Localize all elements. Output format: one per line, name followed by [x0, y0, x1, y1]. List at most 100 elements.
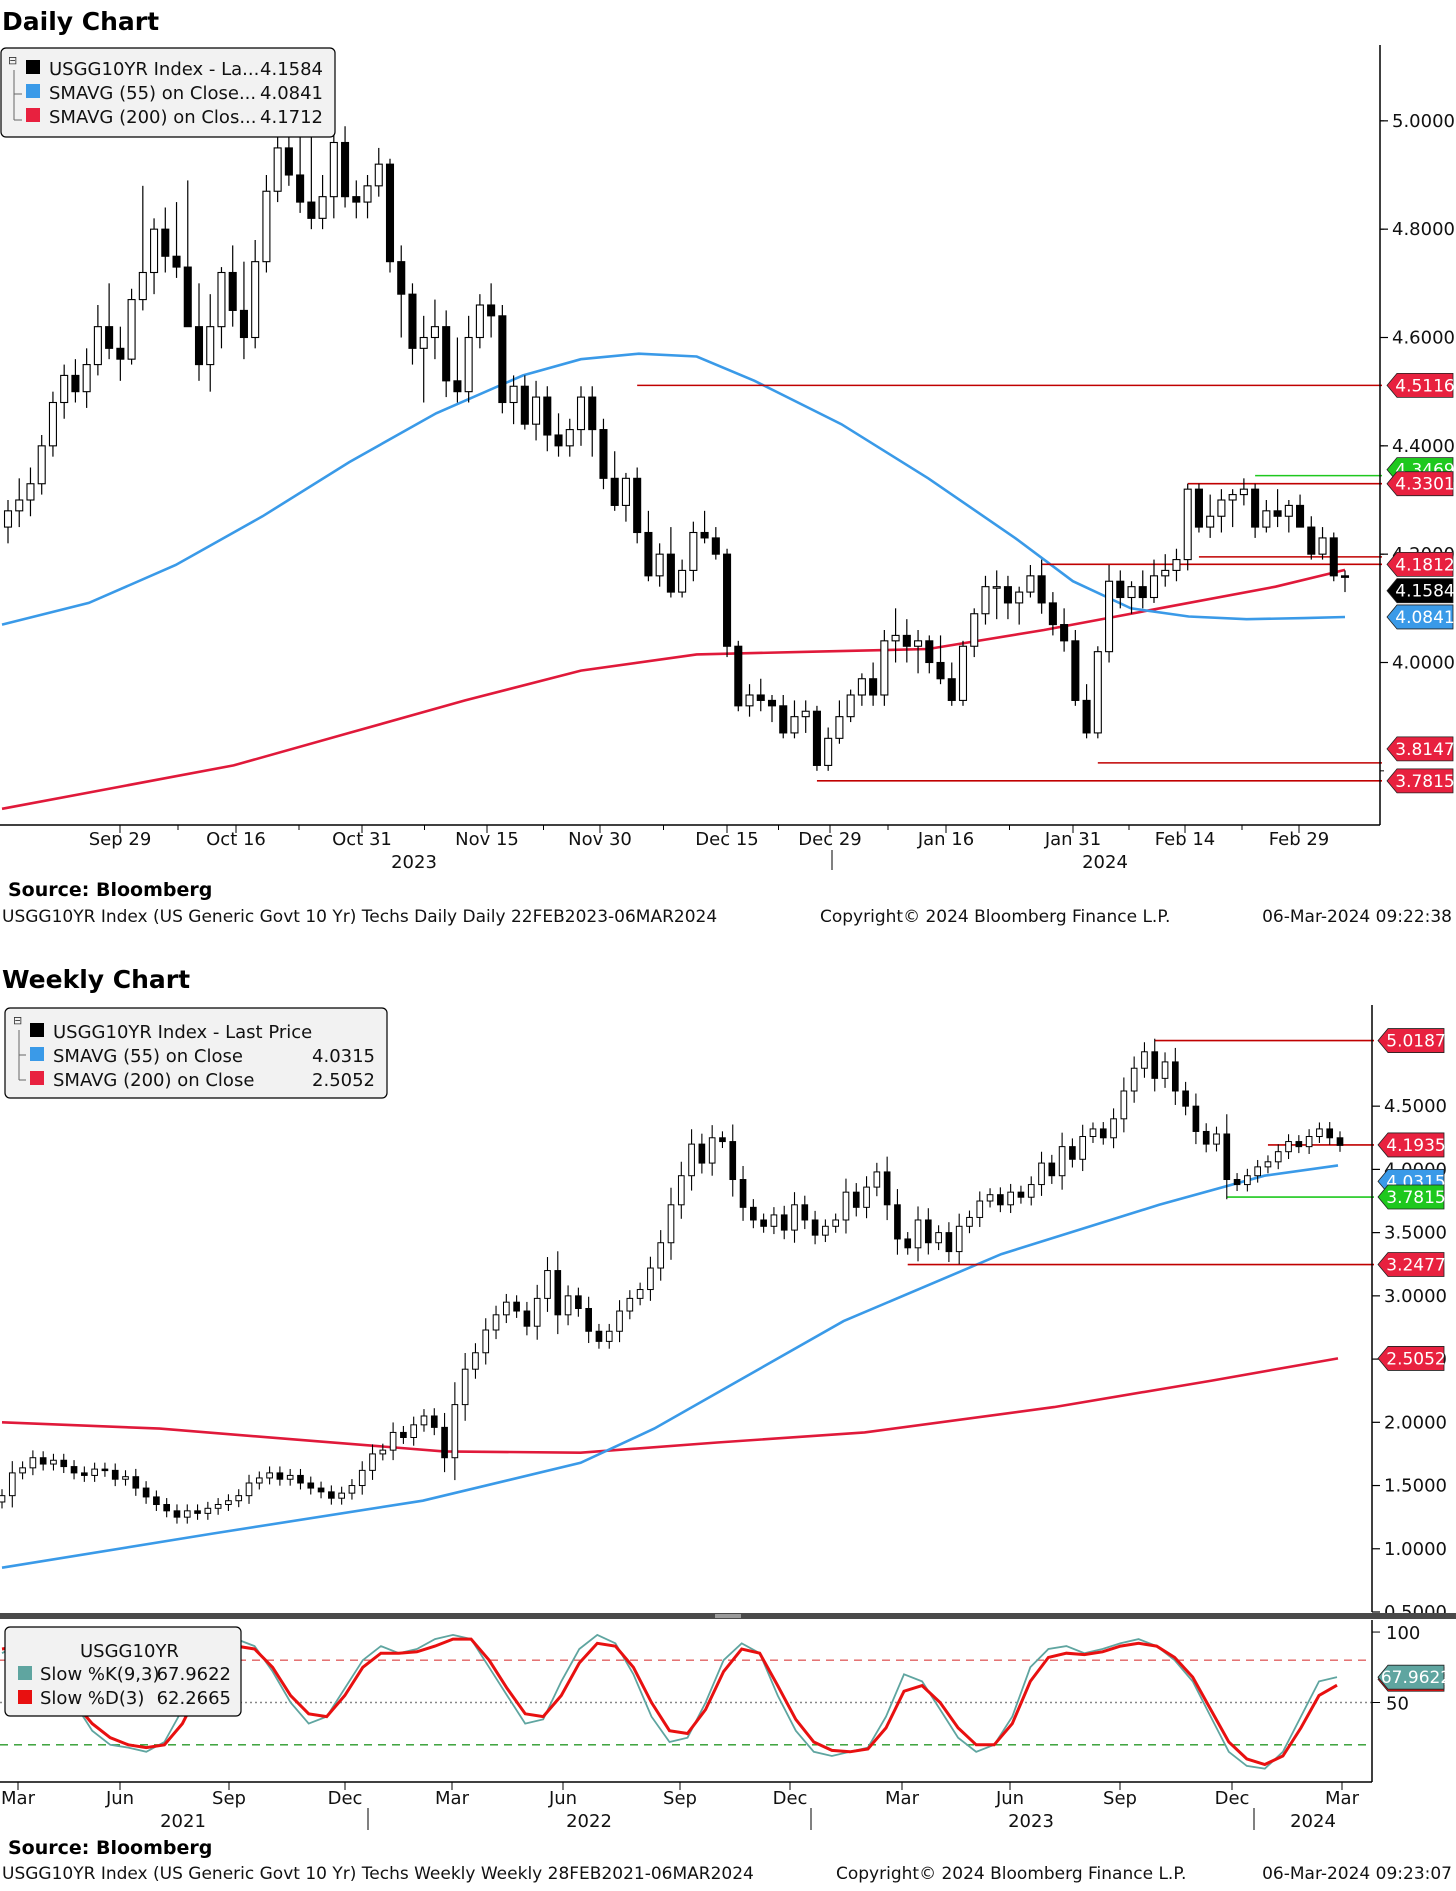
candle — [1079, 1124, 1087, 1172]
candle-body — [945, 1232, 953, 1253]
candle-body — [276, 1472, 284, 1480]
candle — [60, 1453, 68, 1474]
candle-body — [1239, 488, 1248, 496]
candle-body — [1151, 1051, 1159, 1079]
x-tick-label: Dec 29 — [798, 829, 861, 850]
candle-body — [1171, 1061, 1179, 1092]
candle — [338, 1486, 345, 1505]
candle — [1151, 1038, 1159, 1092]
candle — [317, 1481, 325, 1499]
candle-body — [745, 694, 754, 707]
weekly-legend[interactable]: ⊟ USGG10YR Index - Last Price SMAVG (55)… — [4, 1007, 388, 1099]
x-group-label: 2023 — [391, 852, 437, 873]
candle-body — [194, 1510, 201, 1514]
candle — [273, 131, 282, 203]
candle — [533, 1284, 541, 1340]
candle-body — [657, 1242, 665, 1269]
candle — [1182, 1081, 1189, 1116]
candle — [1015, 586, 1024, 625]
x-tick-label: Sep 29 — [89, 829, 152, 850]
candle — [50, 1453, 57, 1471]
weekly-legend-label-sma200: SMAVG (200) on Close — [53, 1070, 254, 1091]
candle — [400, 1425, 407, 1444]
candle-body — [902, 634, 911, 647]
candle — [1285, 1134, 1292, 1160]
candle-body — [842, 1191, 850, 1221]
candle-body — [453, 380, 462, 393]
candle — [341, 126, 350, 208]
candle — [204, 1501, 212, 1520]
candle — [245, 1474, 253, 1504]
candle-body — [1038, 1162, 1045, 1186]
candle — [101, 1462, 109, 1477]
candle — [214, 1498, 222, 1515]
candle — [1037, 559, 1046, 614]
candle — [1017, 1185, 1025, 1204]
candle-body — [565, 429, 574, 447]
candle-body — [374, 163, 383, 187]
candle — [790, 700, 799, 739]
candle — [588, 386, 597, 457]
candle — [1026, 565, 1035, 598]
candle — [647, 1256, 654, 1301]
candle — [26, 467, 35, 517]
candle-body — [997, 1194, 1004, 1206]
candle — [235, 1489, 243, 1508]
splitter-grip[interactable] — [715, 1614, 741, 1618]
legend-swatch-sma200 — [26, 108, 40, 122]
candle-body — [723, 553, 732, 647]
daily-legend[interactable]: ⊟ USGG10YR Index - La... 4.1584 SMAVG (5… — [0, 47, 336, 138]
candle — [1149, 559, 1159, 603]
candle-body — [1017, 1191, 1025, 1198]
candle-body — [101, 1468, 109, 1472]
sma200-line — [1, 568, 1346, 811]
stochastic-legend[interactable]: USGG10YR Slow %K(9,3) 67.9622 Slow %D(3)… — [4, 1626, 242, 1717]
candle — [700, 510, 709, 544]
x-group-label: 2021 — [160, 1811, 206, 1832]
candle-body — [1015, 591, 1024, 604]
candle-body — [70, 1466, 78, 1474]
candle-body — [161, 228, 170, 257]
candle — [621, 472, 630, 522]
y-tick-label: 4.4000 — [1392, 436, 1455, 457]
y-tick-label: 1.5000 — [1384, 1476, 1447, 1497]
candle — [71, 359, 80, 403]
candle — [945, 1222, 953, 1263]
level-tag-label: 3.8147 — [1395, 740, 1454, 760]
candle — [1262, 500, 1271, 533]
candle-body — [475, 304, 484, 339]
candle — [142, 1481, 150, 1504]
candle-body — [286, 1474, 294, 1480]
candle-body — [894, 1204, 901, 1240]
candle-body — [1048, 1162, 1056, 1177]
candle — [992, 570, 1001, 620]
x-tick-label: Feb 29 — [1269, 829, 1330, 850]
y-tick-label: 4.6000 — [1392, 328, 1455, 349]
weekly-plot-area — [0, 1038, 1374, 1569]
candle — [1161, 1052, 1169, 1088]
candle — [1007, 1183, 1014, 1214]
candle-body — [328, 1491, 335, 1499]
candle — [1206, 494, 1215, 538]
candle-body — [1192, 1105, 1200, 1132]
candle — [1274, 1144, 1282, 1170]
candle — [482, 1318, 490, 1365]
candle-body — [26, 483, 35, 501]
candle-body — [318, 196, 327, 219]
legend-swatch-last-price — [26, 60, 40, 74]
candle — [811, 1210, 819, 1245]
y-tick-label: 50 — [1386, 1694, 1409, 1715]
candle — [873, 1162, 881, 1197]
candle-body — [37, 445, 46, 485]
x-tick-label: Jan 16 — [917, 829, 974, 850]
candle-body — [564, 1295, 572, 1316]
candle — [698, 1133, 706, 1174]
candle-body — [8, 1472, 16, 1497]
candle — [194, 1504, 201, 1520]
daily-level-tags: 4.34694.51164.33014.18124.15844.08413.81… — [1386, 372, 1455, 794]
candle — [389, 1422, 397, 1461]
candle — [846, 689, 855, 723]
x-tick-label: Nov 15 — [455, 829, 519, 850]
candle-body — [811, 1219, 819, 1236]
x-tick-label: Mar — [1325, 1788, 1360, 1809]
